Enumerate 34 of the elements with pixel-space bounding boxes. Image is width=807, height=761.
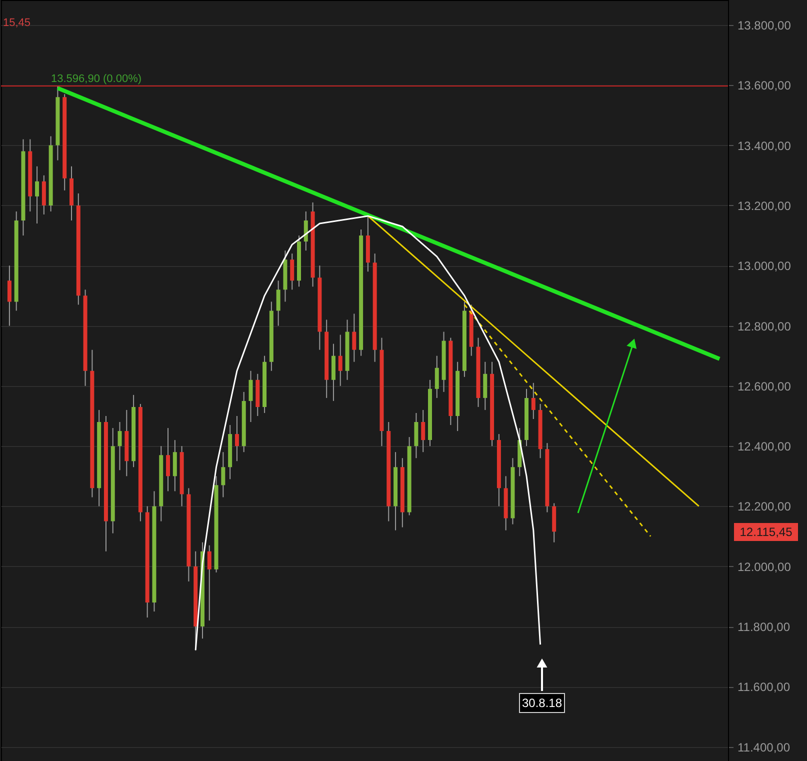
y-tick-label: 13.600,00 xyxy=(738,78,792,93)
y-tick-label: 11.600,00 xyxy=(738,680,790,694)
y-tick-label: 12.800,00 xyxy=(738,319,792,334)
candlestick xyxy=(434,355,439,398)
candlestick xyxy=(276,280,280,326)
y-tick-label: 13.200,00 xyxy=(738,198,792,213)
candlestick xyxy=(304,210,308,252)
y-tick-label: 12.200,00 xyxy=(738,500,792,514)
candlestick xyxy=(166,428,170,492)
y-tick-label: 12.400,00 xyxy=(738,440,792,454)
candlestick xyxy=(207,544,212,622)
candlestick xyxy=(248,370,253,423)
candlestick xyxy=(338,334,342,386)
candlestick xyxy=(118,422,122,471)
candlestick xyxy=(421,409,426,453)
y-tick-label: 11.400,00 xyxy=(738,740,790,754)
candlestick xyxy=(221,452,226,498)
y-tick-label: 13.400,00 xyxy=(738,138,792,153)
y-tick-label: 12.600,00 xyxy=(738,379,792,394)
candlestick xyxy=(531,382,536,420)
y-tick-label: 13.000,00 xyxy=(738,259,792,274)
y-tick-label: 13.800,00 xyxy=(738,18,792,32)
annotation: 30.8.18 xyxy=(522,696,562,710)
candlestick xyxy=(352,313,356,362)
ref-line-label: 13.596,90 (0.00%) xyxy=(51,73,142,86)
y-tick-label: 11.800,00 xyxy=(738,620,790,634)
candlestick xyxy=(234,415,239,462)
candlestick xyxy=(7,265,12,326)
annotation: 15,45 xyxy=(3,17,31,29)
y-tick-label: 12.000,00 xyxy=(738,560,792,574)
text: 12.115,45 xyxy=(740,525,793,539)
candlestick xyxy=(290,253,294,290)
candlestick xyxy=(35,166,40,224)
line-series xyxy=(194,215,542,651)
